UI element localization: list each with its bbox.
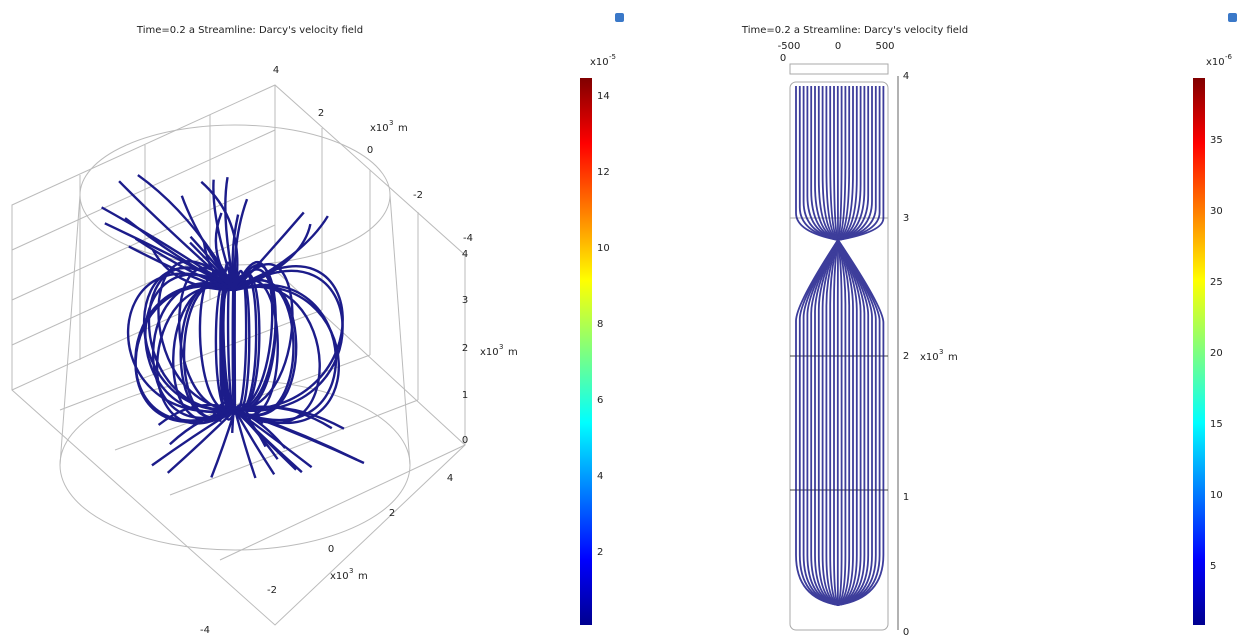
axis-tick-label: 3 xyxy=(462,295,468,306)
axis-tick-label: -500 xyxy=(778,41,801,52)
unit-exp: 3 xyxy=(499,343,503,351)
unit-exp: 3 xyxy=(349,567,353,575)
colorbar-tick-label: 4 xyxy=(597,471,603,482)
axis-tick-label: 500 xyxy=(875,41,894,52)
streamline xyxy=(838,240,849,605)
colorbar-tick-label: 35 xyxy=(1210,135,1223,146)
streamline xyxy=(819,240,838,605)
colorbar-tick-label: 10 xyxy=(1210,490,1223,501)
axis-tick-label: -4 xyxy=(463,233,473,244)
unit-suffix: m xyxy=(508,347,518,358)
streamline xyxy=(235,280,296,415)
axis-tick-label: 2 xyxy=(903,351,909,362)
colorbar-tick-label: 5 xyxy=(1210,561,1216,572)
unit-base: x10 xyxy=(590,57,609,68)
axis-tick-label: 2 xyxy=(318,108,324,119)
unit-suffix: m xyxy=(358,571,368,582)
unit-exp: -5 xyxy=(609,53,616,61)
streamline xyxy=(826,240,838,605)
colorbar-tick-label: 14 xyxy=(597,91,610,102)
axis-tick-label: 1 xyxy=(462,390,468,401)
colorbar-tick-label: 6 xyxy=(597,395,603,406)
unit-suffix: m xyxy=(948,352,958,363)
streamlines xyxy=(102,175,364,478)
axis-tick-label: 0 xyxy=(462,435,468,446)
unit-base: x10 xyxy=(370,123,389,134)
axis-tick-label: -4 xyxy=(200,625,210,636)
unit-base: x10 xyxy=(330,571,349,582)
colorbar-tick-label: 25 xyxy=(1210,277,1223,288)
axis-tick-label: 4 xyxy=(462,249,468,260)
axis-tick-label: 0 xyxy=(903,627,909,638)
unit-base: x10 xyxy=(920,352,939,363)
axis-tick-label: 2 xyxy=(389,508,395,519)
axis-tick-label: 4 xyxy=(273,65,279,76)
export-icon[interactable] xyxy=(615,13,624,22)
axis-tick-label: 3 xyxy=(903,213,909,224)
wireframe xyxy=(12,85,465,625)
streamlines xyxy=(796,86,883,605)
colorbar-tick-label: 12 xyxy=(597,167,610,178)
plot-title: Time=0.2 a Streamline: Darcy's velocity … xyxy=(741,25,968,36)
unit-exp: -6 xyxy=(1225,53,1233,61)
colorbar-tick-label: 10 xyxy=(597,243,610,254)
unit-suffix: m xyxy=(398,123,408,134)
unit-base: x10 xyxy=(1206,57,1225,68)
colorbar-tick-label: 30 xyxy=(1210,206,1223,217)
axis-tick-label: -2 xyxy=(413,190,423,201)
axis-tick-label: 4 xyxy=(903,71,909,82)
colorbar-tick-label: 15 xyxy=(1210,419,1223,430)
colorbar-tick-label: 2 xyxy=(597,547,603,558)
colorbar-tick-label: 20 xyxy=(1210,348,1223,359)
unit-exp: 3 xyxy=(939,348,943,356)
axis-tick-label: 4 xyxy=(447,473,453,484)
axis-tick-label: 0 xyxy=(367,145,373,156)
unit-exp: 3 xyxy=(389,119,393,127)
unit-base: x10 xyxy=(480,347,499,358)
colorbar xyxy=(580,78,592,625)
axis-tick-label: 0 xyxy=(835,41,841,52)
colorbar xyxy=(1193,78,1205,625)
colorbar-tick-label: 8 xyxy=(597,319,603,330)
plot-title: Time=0.2 a Streamline: Darcy's velocity … xyxy=(136,25,363,36)
axis-tick-label: 1 xyxy=(903,492,909,503)
export-icon[interactable] xyxy=(1228,13,1237,22)
axis-tick-label: -2 xyxy=(267,585,277,596)
streamline xyxy=(235,216,328,290)
cylinder xyxy=(790,64,898,630)
axis-tick-label: 0 xyxy=(328,544,334,555)
axis-tick-label: 2 xyxy=(462,343,468,354)
axis-tick-label: 0 xyxy=(780,53,786,64)
